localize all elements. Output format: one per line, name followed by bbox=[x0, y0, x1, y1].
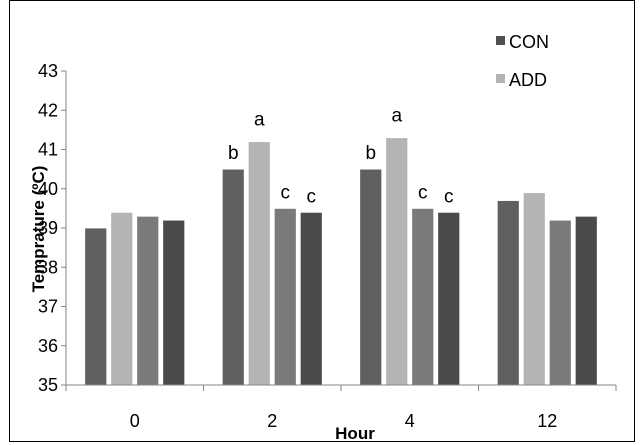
legend-swatch-add bbox=[496, 74, 505, 83]
legend-label-add: ADD bbox=[509, 70, 547, 90]
y-tick-label: 36 bbox=[38, 336, 58, 356]
bar-hour-0-1 bbox=[84, 227, 108, 386]
bar-hour-0-2 bbox=[110, 211, 134, 386]
bar-hour-12-1 bbox=[496, 200, 520, 386]
legend: CON ADD bbox=[496, 32, 549, 90]
x-tick-label: 2 bbox=[267, 411, 277, 431]
y-tick-label: 40 bbox=[38, 179, 58, 199]
y-tick-label: 35 bbox=[38, 375, 58, 395]
bar-hour-2-4 bbox=[299, 211, 323, 386]
x-axis-title: Hour bbox=[335, 424, 375, 443]
bar-hour-4-1 bbox=[359, 168, 383, 386]
significance-letter: c bbox=[307, 186, 317, 207]
significance-letter: b bbox=[228, 143, 239, 164]
bar-hour-0-3 bbox=[136, 215, 160, 386]
bar-hour-12-3 bbox=[548, 219, 572, 386]
significance-letter: c bbox=[418, 182, 428, 203]
significance-letter: c bbox=[444, 186, 454, 207]
x-tick-label: 4 bbox=[405, 411, 415, 431]
y-tick-label: 37 bbox=[38, 297, 58, 317]
significance-letter: b bbox=[365, 143, 376, 164]
significance-letter: c bbox=[281, 182, 291, 203]
x-tick-label: 12 bbox=[537, 411, 557, 431]
x-ticks-layer: 0 2 4 12 bbox=[65, 385, 617, 431]
y-ticks-layer: 35 36 37 38 39 40 41 42 43 bbox=[38, 61, 66, 395]
y-tick-label: 43 bbox=[38, 61, 58, 81]
significance-letter: a bbox=[254, 110, 265, 131]
significance-letter: a bbox=[391, 106, 402, 127]
x-tick-label: 0 bbox=[130, 411, 140, 431]
bar-hour-0-4 bbox=[162, 219, 186, 386]
y-tick-label: 41 bbox=[38, 140, 58, 160]
y-tick-label: 42 bbox=[38, 100, 58, 120]
y-tick-label: 38 bbox=[38, 257, 58, 277]
bar-hour-2-3 bbox=[273, 207, 297, 386]
bar-hour-4-2 bbox=[385, 137, 409, 386]
bar-hour-4-4 bbox=[437, 211, 461, 386]
bar-hour-12-2 bbox=[522, 192, 546, 386]
bar-hour-4-3 bbox=[411, 207, 435, 386]
bars-layer bbox=[84, 137, 598, 386]
legend-swatch-con bbox=[496, 36, 505, 45]
bar-hour-2-1 bbox=[221, 168, 245, 386]
legend-label-con: CON bbox=[509, 32, 549, 52]
bar-hour-12-4 bbox=[574, 215, 598, 386]
y-tick-label: 39 bbox=[38, 218, 58, 238]
y-axis-title: Temprature (ºC) bbox=[29, 166, 48, 293]
bar-hour-2-2 bbox=[247, 141, 271, 386]
